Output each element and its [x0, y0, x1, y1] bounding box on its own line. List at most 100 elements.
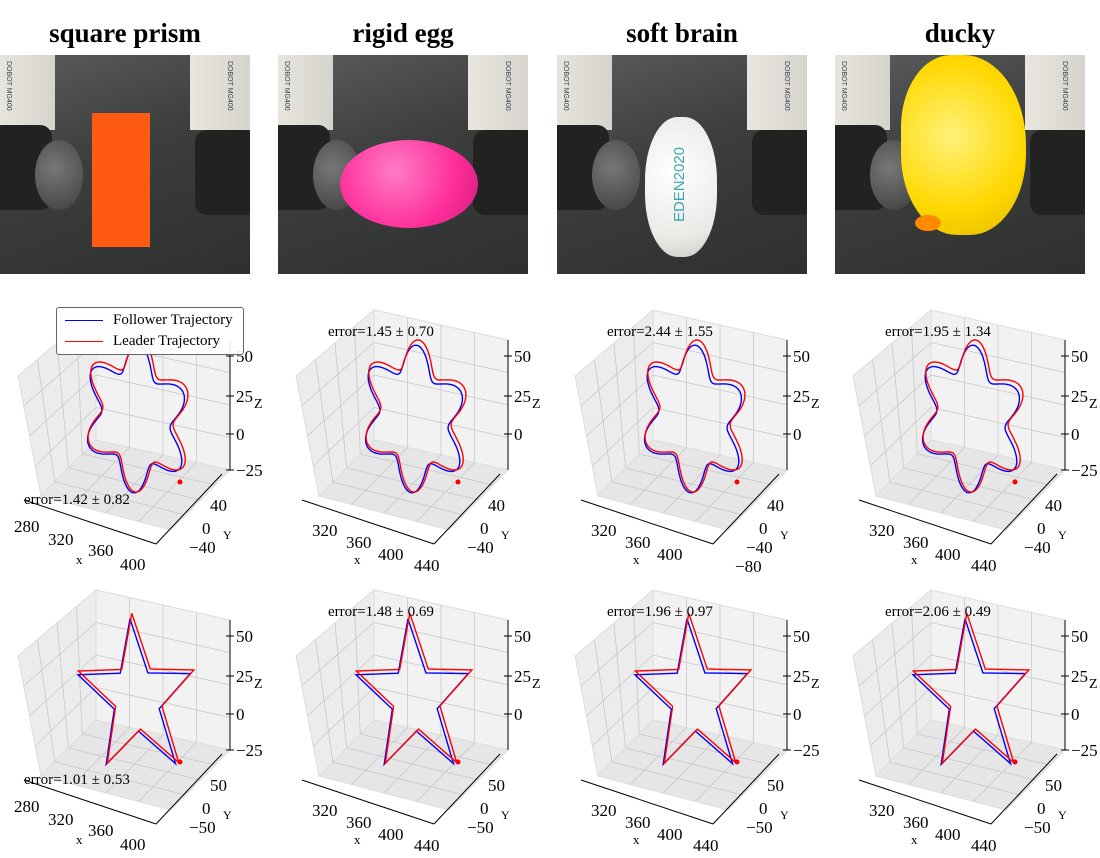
- duck-beak: [915, 215, 941, 231]
- x-tick-label: 320: [312, 521, 338, 540]
- end-point-marker: [1012, 759, 1018, 765]
- z-tick-label: −25: [1071, 461, 1098, 480]
- z-tick-label: 0: [793, 425, 802, 444]
- error-annotation: error=1.45 ± 0.70: [328, 324, 434, 340]
- z-tick-label: 50: [236, 627, 253, 646]
- gridline: [652, 374, 788, 406]
- z-axis-label: Z: [811, 677, 820, 692]
- y-axis: [990, 753, 1058, 825]
- leader-trajectory: [644, 339, 746, 493]
- x-axis: [23, 779, 157, 825]
- z-tick-label: 50: [793, 347, 810, 366]
- y-axis-label: Y: [1058, 528, 1067, 542]
- gridline: [695, 742, 754, 802]
- x-tick-label: 320: [591, 801, 617, 820]
- gridline: [625, 747, 758, 781]
- gridline: [917, 733, 1051, 766]
- x-tick-label: 320: [48, 530, 74, 549]
- z-tick-label: 25: [514, 667, 531, 686]
- gridline: [373, 407, 509, 438]
- robot-arm-right: DOBOT MG400: [1025, 55, 1085, 130]
- y-axis-label: Y: [1058, 808, 1067, 822]
- z-tick-label: 50: [514, 627, 531, 646]
- trajectory-plot-star: 50 25 0 −25 Z 50 0 −50 Y 280 320 360 400 x error=1.01 …: [0, 578, 271, 858]
- gridline: [591, 687, 654, 747]
- y-axis: [712, 753, 780, 825]
- y-tick-label: −40: [189, 538, 216, 557]
- robot-arm-left: DOBOT MG400: [278, 55, 333, 130]
- x-axis: [23, 499, 157, 545]
- end-point-marker: [734, 479, 740, 485]
- leader-trajectory: [633, 613, 753, 766]
- gridline: [68, 747, 201, 781]
- y-axis-label: Y: [780, 528, 789, 542]
- end-point-marker: [455, 759, 461, 765]
- y-tick-label: −80: [735, 557, 762, 576]
- x-axis: [580, 499, 714, 545]
- gridline: [346, 467, 479, 501]
- z-tick-label: 50: [1071, 627, 1088, 646]
- end-point-marker: [734, 759, 740, 765]
- x-axis-label: x: [76, 552, 83, 567]
- x-axis-label: x: [911, 832, 918, 847]
- gridline: [416, 462, 475, 522]
- z-tick-label: 0: [1071, 425, 1080, 444]
- gridline: [360, 733, 494, 766]
- robot-arm-left: DOBOT MG400: [835, 55, 890, 130]
- y-axis-label: Y: [223, 528, 232, 542]
- z-axis-label: Z: [254, 677, 263, 692]
- gridline: [312, 687, 375, 747]
- robot-label: DOBOT MG400: [5, 61, 12, 111]
- z-axis-label: Z: [532, 397, 541, 412]
- gridline: [138, 742, 197, 802]
- gridline: [625, 467, 758, 501]
- gridline: [652, 687, 788, 718]
- gridline: [354, 606, 361, 735]
- error-annotation: error=1.96 ± 0.97: [607, 604, 713, 620]
- robot-arm-right: DOBOT MG400: [468, 55, 528, 130]
- z-tick-label: 25: [236, 667, 253, 686]
- gripper-pad: [592, 140, 640, 210]
- plot-svg: 50250−25Z500−50Y320360400440xerror=1.96 …: [574, 588, 820, 855]
- error-annotation: error=2.06 ± 0.49: [885, 604, 991, 620]
- legend: Follower Trajectory Leader Trajectory: [56, 307, 244, 355]
- gridline: [307, 654, 375, 717]
- x-tick-label: 320: [591, 521, 617, 540]
- x-tick-label: 320: [869, 521, 895, 540]
- y-tick-label: 40: [210, 496, 227, 515]
- column-title: ducky: [924, 18, 996, 48]
- gridline: [34, 687, 97, 747]
- x-axis: [858, 499, 992, 545]
- gridline: [633, 326, 640, 455]
- leader-line-swatch: [65, 341, 103, 342]
- gridline: [76, 606, 83, 735]
- y-tick-label: −50: [467, 818, 494, 837]
- gridline: [586, 374, 654, 437]
- z-tick-label: −25: [236, 461, 263, 480]
- gridline: [869, 407, 932, 467]
- y-tick-label: 0: [480, 799, 489, 818]
- object-photo-egg: DOBOT MG400 DOBOT MG400: [278, 55, 528, 274]
- leader-trajectory: [911, 613, 1031, 766]
- y-tick-label: −40: [746, 538, 773, 557]
- gridline: [903, 747, 1036, 781]
- y-tick-label: 50: [767, 776, 784, 795]
- robot-label: DOBOT MG400: [283, 61, 290, 111]
- trajectory-plot-star: 50 25 0 Z 50 0 −50 Y 320 360 400 440 x error=1.48 ± 0…: [274, 578, 549, 858]
- gridline: [930, 374, 1066, 406]
- x-tick-label: 400: [657, 825, 683, 844]
- trajectory-plot-flower: 50 25 0 Z 40 0 −40 −80 Y 320 360 400 x error=2.44 ± 1…: [553, 298, 828, 578]
- y-axis: [155, 473, 223, 545]
- y-tick-label: 0: [759, 799, 768, 818]
- column-title: soft brain: [626, 18, 738, 48]
- plot-svg: 50250−25Z400−40Y320360400440xerror=1.95 …: [852, 308, 1098, 575]
- y-axis: [433, 473, 501, 545]
- gridline: [95, 407, 231, 438]
- gripper-right: [752, 130, 807, 215]
- robot-label: DOBOT MG400: [504, 61, 511, 111]
- gridline: [373, 374, 509, 406]
- x-axis: [301, 499, 435, 545]
- x-tick-label: 400: [378, 825, 404, 844]
- x-tick-label: 320: [869, 801, 895, 820]
